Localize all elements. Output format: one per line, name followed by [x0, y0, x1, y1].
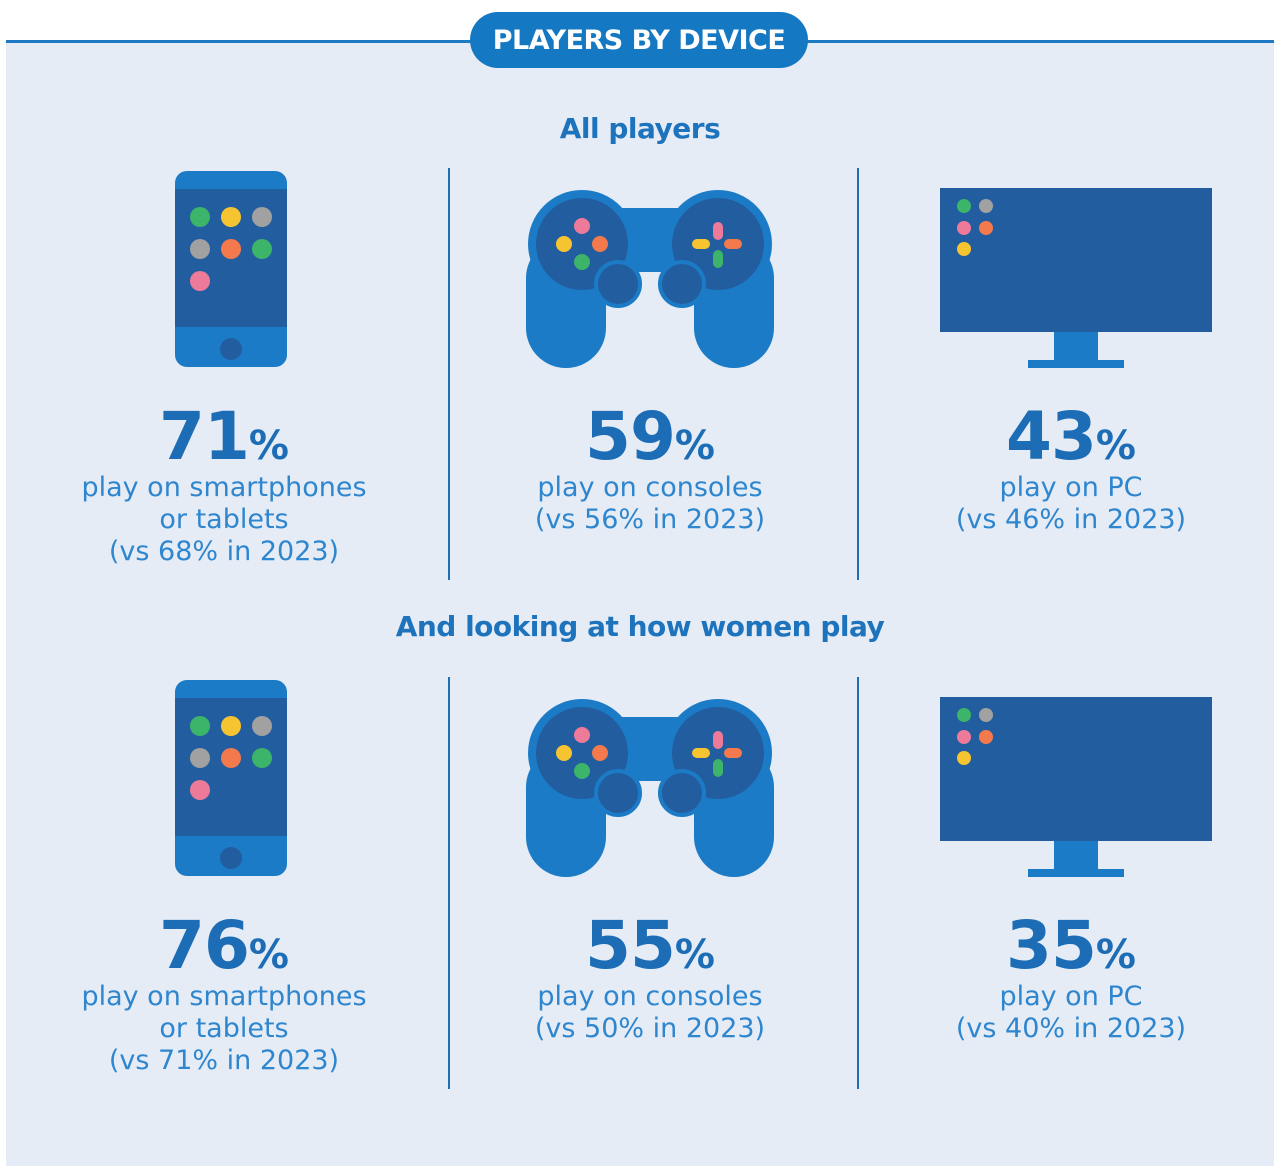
stat-unit: % [1095, 423, 1136, 469]
stat-description: play on PC (vs 46% in 2023) [955, 472, 1187, 535]
gamepad-icon [526, 699, 774, 877]
column-divider [448, 677, 450, 1089]
column-divider [857, 677, 859, 1089]
stat-description: play on PC (vs 40% in 2023) [955, 981, 1187, 1044]
stat-unit: % [1095, 932, 1136, 978]
stat-value: 59 [585, 398, 676, 475]
stat-pc-women: 35% play on PC (vs 40% in 2023) [861, 913, 1280, 1045]
stat-value: 71 [159, 398, 250, 475]
smartphone-icon [175, 171, 287, 367]
section-title-all-players: All players [559, 112, 721, 145]
stat-consoles-women: 55% play on consoles (vs 50% in 2023) [440, 913, 860, 1045]
column-divider [448, 168, 450, 580]
smartphone-icon [175, 680, 287, 876]
gamepad-icon [526, 190, 774, 368]
stat-description: play on smartphones or tablets (vs 71% i… [81, 981, 367, 1076]
stat-smartphones-all: 71% play on smartphones or tablets (vs 6… [14, 404, 434, 568]
stat-value: 35 [1006, 907, 1097, 984]
stat-value: 43 [1006, 398, 1097, 475]
stat-description: play on consoles (vs 56% in 2023) [534, 472, 766, 535]
column-divider [857, 168, 859, 580]
stat-unit: % [248, 423, 289, 469]
stat-description: play on consoles (vs 50% in 2023) [534, 981, 766, 1044]
monitor-icon [940, 188, 1212, 368]
title-badge: PLAYERS BY DEVICE [470, 12, 808, 68]
section-title-women: And looking at how women play [395, 610, 885, 643]
stat-description: play on smartphones or tablets (vs 68% i… [81, 472, 367, 567]
stat-value: 76 [159, 907, 250, 984]
monitor-icon [940, 697, 1212, 877]
stat-smartphones-women: 76% play on smartphones or tablets (vs 7… [14, 913, 434, 1077]
stat-value: 55 [585, 907, 676, 984]
stat-unit: % [674, 423, 715, 469]
stat-unit: % [248, 932, 289, 978]
stat-pc-all: 43% play on PC (vs 46% in 2023) [861, 404, 1280, 536]
stat-consoles-all: 59% play on consoles (vs 56% in 2023) [440, 404, 860, 536]
stat-unit: % [674, 932, 715, 978]
